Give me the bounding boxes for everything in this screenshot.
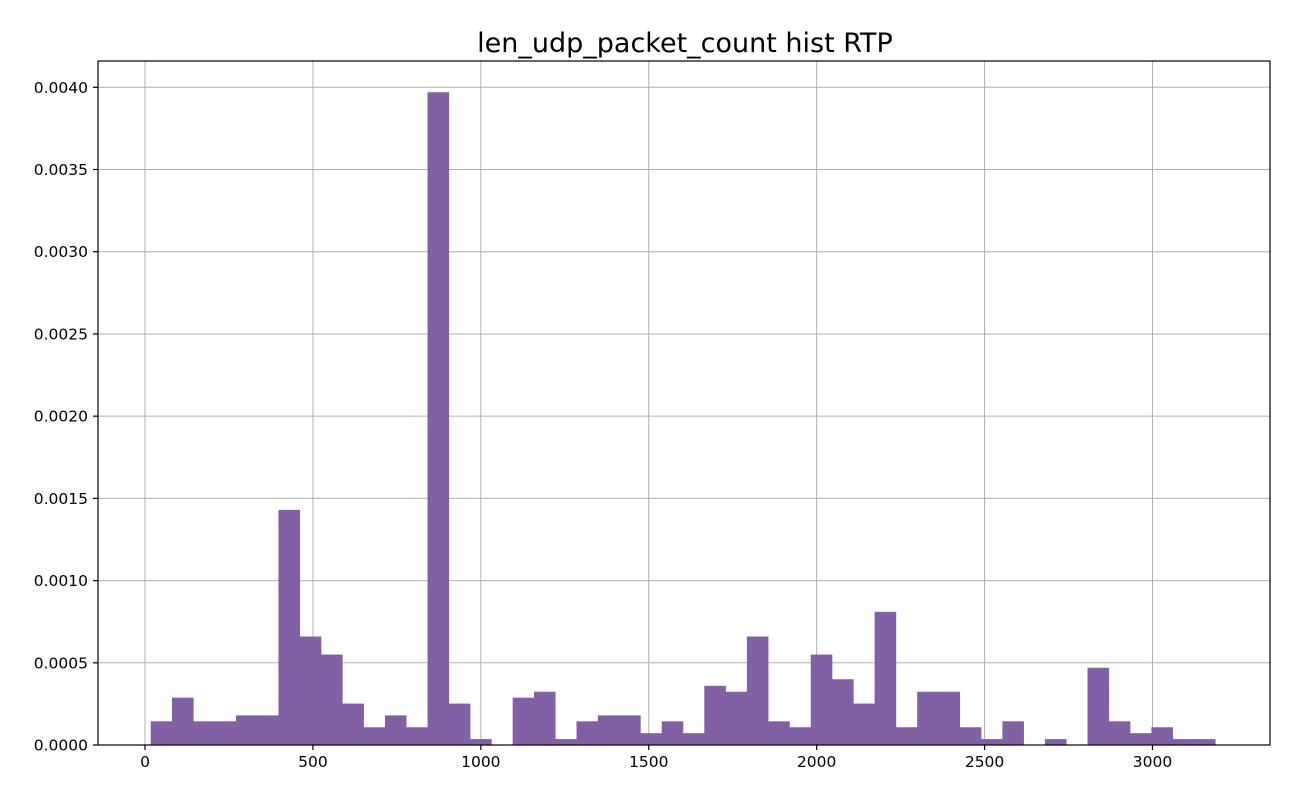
histogram-bar <box>981 739 1003 745</box>
x-tick-label: 0 <box>140 753 150 771</box>
histogram-bar <box>746 636 769 745</box>
y-tick-label: 0.0025 <box>34 325 88 343</box>
histogram-bar <box>1172 739 1195 745</box>
histogram-bar <box>576 721 599 745</box>
histogram-bar <box>555 739 577 745</box>
y-tick-label: 0.0035 <box>34 161 88 179</box>
histogram-bar <box>810 654 833 745</box>
histogram-bar <box>832 679 854 745</box>
histogram-bar <box>1108 721 1131 745</box>
histogram-bar <box>512 697 535 745</box>
y-tick-label: 0.0015 <box>34 490 88 508</box>
histogram-bar <box>363 727 386 745</box>
histogram-bar <box>321 654 343 745</box>
histogram-bar <box>299 636 322 745</box>
histogram-bar <box>1044 739 1067 745</box>
histogram-bar <box>193 721 215 745</box>
histogram-bar <box>235 715 258 745</box>
histogram-bar <box>342 703 364 745</box>
histogram-bar <box>278 509 301 745</box>
histogram-bar <box>470 739 492 745</box>
histogram-bar <box>1002 721 1024 745</box>
histogram-bar <box>427 92 450 746</box>
histogram-bar <box>448 703 471 745</box>
y-tick-label: 0.0010 <box>34 572 88 590</box>
y-tick-label: 0.0000 <box>34 737 88 755</box>
histogram-bar <box>1087 667 1110 745</box>
histogram-bar <box>406 727 428 745</box>
x-tick-label: 2000 <box>797 753 836 771</box>
histogram-bar <box>661 721 684 745</box>
histogram-bar <box>640 733 663 745</box>
chart-title: len_udp_packet_count hist RTP <box>477 28 893 59</box>
histogram-bar <box>533 691 556 745</box>
histogram-bar <box>853 703 875 745</box>
x-tick-label: 1500 <box>629 753 668 771</box>
plot-frame <box>97 60 1271 746</box>
histogram-bar <box>1193 739 1216 745</box>
histogram-bar <box>257 715 279 745</box>
histogram-bar <box>172 697 194 745</box>
grid-lines <box>98 61 1270 746</box>
histogram-bar <box>917 691 939 745</box>
x-tick-label: 3000 <box>1133 753 1172 771</box>
histogram-bar <box>725 691 748 745</box>
histogram-bar <box>789 727 812 745</box>
x-tick-label: 2500 <box>965 753 1004 771</box>
histogram-bar <box>1151 727 1173 745</box>
histogram-bar <box>682 733 705 745</box>
y-tick-label: 0.0020 <box>34 408 88 426</box>
histogram-bar <box>768 721 790 745</box>
histogram-bars <box>150 92 1216 746</box>
histogram-bar <box>1130 733 1152 745</box>
histogram-bar <box>938 691 961 745</box>
y-tick-label: 0.0030 <box>34 243 88 261</box>
histogram-bar <box>597 715 620 745</box>
histogram-bar <box>704 685 726 745</box>
x-tick-label: 1000 <box>461 753 500 771</box>
histogram-bar <box>384 715 407 745</box>
y-tick-label: 0.0005 <box>34 654 88 672</box>
histogram-bar <box>619 715 641 745</box>
histogram-bar <box>874 611 897 745</box>
y-tick-label: 0.0040 <box>34 79 88 97</box>
histogram-bar <box>959 727 982 745</box>
histogram-bar <box>895 727 918 745</box>
histogram-bar <box>150 721 173 745</box>
x-axis: 0 500 1000 1500 2000 2500 3000 <box>140 745 1172 771</box>
x-tick-label: 500 <box>298 753 328 771</box>
histogram-bar <box>214 721 237 745</box>
y-axis: 0.0000 0.0005 0.0010 0.0015 0.0020 0.0025 0.00… <box>34 79 98 755</box>
